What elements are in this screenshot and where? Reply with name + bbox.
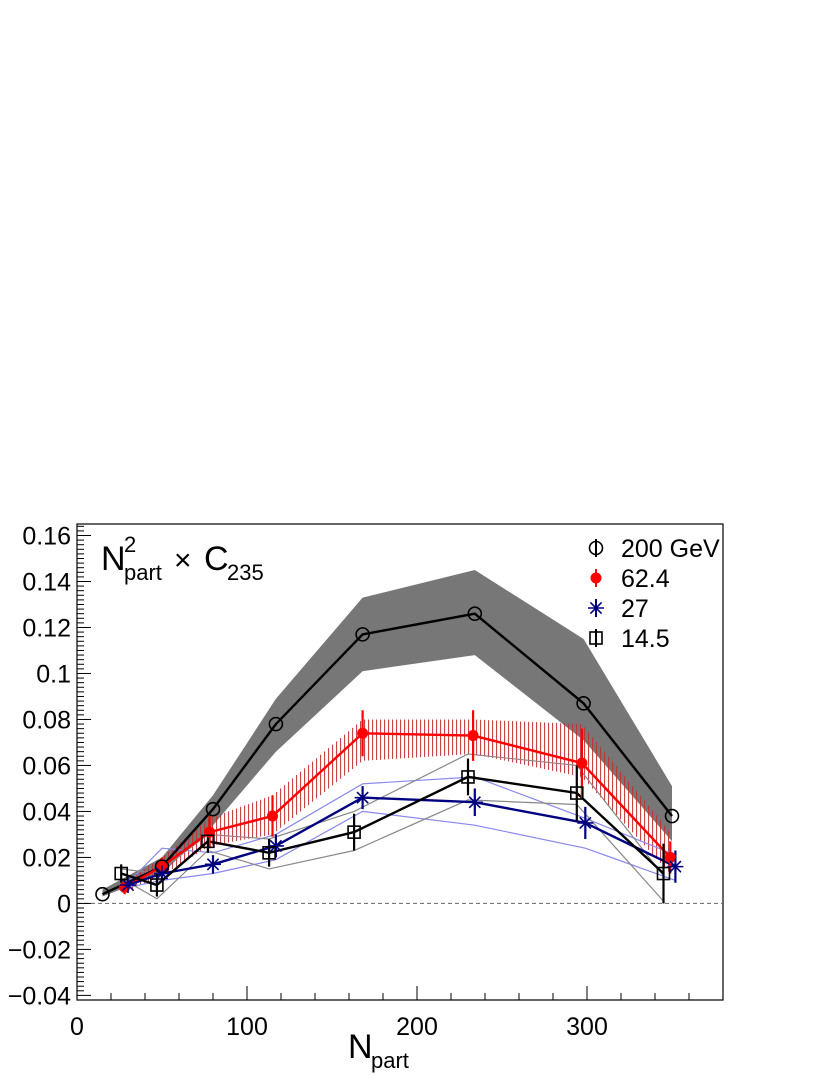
x-tick-label: 200 [396, 1013, 438, 1041]
legend-label: 27 [621, 595, 649, 623]
y-tick-label: 0 [57, 890, 71, 918]
y-tick-label: 0.14 [22, 568, 71, 596]
data-point [95, 886, 110, 902]
annotation-csub: 235 [227, 560, 264, 585]
annotation-sup: 2 [124, 532, 136, 557]
y-tick-label: 0.08 [22, 706, 71, 734]
data-point [577, 814, 594, 831]
data-point [467, 606, 483, 621]
data-point [354, 789, 371, 806]
x-tick-label: 0 [70, 1013, 84, 1041]
data-point [150, 878, 164, 892]
legend-label: 14.5 [621, 625, 670, 653]
legend-marker [589, 631, 603, 645]
legend-entry: 27 [588, 595, 649, 623]
data-point [201, 834, 215, 849]
legend-label: 62.4 [621, 565, 670, 593]
legend-marker [590, 572, 602, 584]
data-point [656, 866, 671, 881]
y-tick-label: −0.04 [8, 982, 71, 1010]
data-point [268, 716, 284, 732]
band-low-3 [120, 799, 664, 902]
data-point [664, 851, 676, 863]
band-high-2 [127, 776, 676, 884]
data-point [120, 877, 136, 894]
series-line-1 [124, 732, 672, 889]
annotation-n: N [101, 540, 126, 578]
data-point [357, 727, 369, 739]
data-point [267, 810, 278, 822]
data-point [576, 696, 591, 711]
legend-entry: 200 GeV [588, 535, 720, 563]
y-tick-label: 0.02 [22, 844, 71, 872]
legend-label: 200 GeV [621, 535, 720, 563]
x-axis-label-sub: part [371, 1048, 409, 1073]
data-point [262, 846, 276, 860]
data-point [466, 794, 483, 811]
data-point [347, 825, 361, 839]
data-point [667, 858, 684, 875]
annotation-c: C [204, 540, 229, 578]
x-axis-label: N part [348, 1028, 409, 1073]
band-0 [102, 570, 672, 897]
data-point [205, 801, 221, 817]
x-tick-label: 300 [566, 1013, 608, 1041]
data-point [461, 770, 475, 784]
plot-frame [76, 523, 724, 1001]
legend-marker [588, 540, 604, 556]
data-point [267, 837, 284, 854]
data-point [154, 865, 170, 882]
data-point [664, 808, 680, 824]
series-line-0 [101, 612, 673, 896]
y-tick-label: 0.1 [36, 660, 71, 688]
x-axis-label-base: N [348, 1028, 373, 1066]
chart-annotation: N 2 part × C 235 [101, 532, 264, 585]
data-point [576, 757, 588, 769]
data-point [205, 856, 221, 873]
legend-entry: 62.4 [590, 565, 670, 593]
annotation-times: × [174, 544, 192, 577]
y-tick-label: 0.12 [22, 614, 71, 642]
data-point [467, 730, 479, 742]
data-point [355, 627, 370, 642]
annotation-sub: part [124, 560, 162, 585]
legend-marker [588, 600, 604, 616]
legend-entry: 14.5 [589, 625, 670, 653]
y-tick-label: −0.02 [8, 936, 71, 964]
x-tick-label: 100 [226, 1013, 268, 1041]
band-low-2 [127, 810, 676, 888]
y-tick-label: 0.04 [22, 798, 71, 826]
data-point [569, 786, 584, 800]
data-point [114, 866, 128, 881]
y-tick-label: 0.16 [22, 522, 71, 550]
y-tick-label: 0.06 [22, 752, 71, 780]
